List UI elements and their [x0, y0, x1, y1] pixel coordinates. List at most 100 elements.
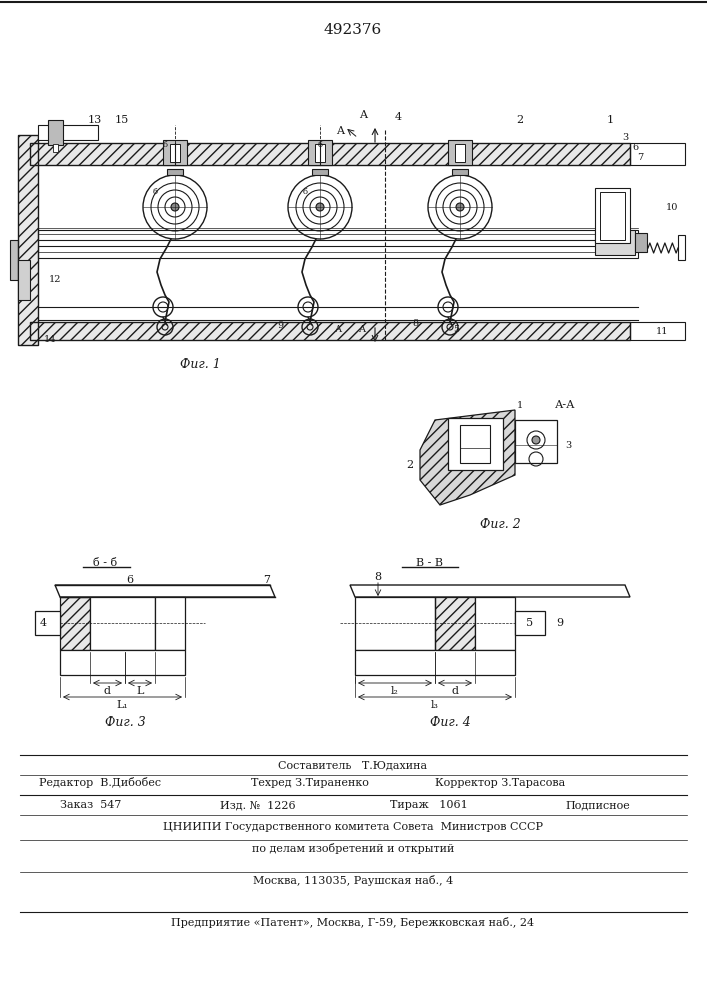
Text: 1: 1 [607, 115, 614, 125]
Text: d: d [103, 686, 110, 696]
Text: 7: 7 [264, 575, 271, 585]
Text: L: L [136, 686, 144, 696]
Text: 13: 13 [88, 115, 102, 125]
Bar [18, 260, 30, 300]
Bar [452, 169, 468, 175]
Text: Изд. №  1226: Изд. № 1226 [220, 800, 296, 810]
Bar [355, 597, 435, 650]
Bar [30, 322, 630, 340]
Bar [38, 125, 98, 140]
Text: А-А: А-А [555, 400, 575, 410]
Text: Заказ  547: Заказ 547 [60, 800, 122, 810]
Circle shape [316, 203, 324, 211]
Text: б: б [163, 141, 168, 149]
Text: l₃: l₃ [431, 700, 439, 710]
Bar [18, 135, 38, 345]
Text: В - В: В - В [416, 558, 443, 568]
Text: Москва, 113035, Раушская наб., 4: Москва, 113035, Раушская наб., 4 [253, 874, 453, 886]
Bar [448, 140, 472, 165]
Bar [630, 143, 685, 165]
Bar [435, 597, 475, 650]
Bar [30, 143, 630, 165]
Wedge shape [529, 452, 543, 459]
Text: 6: 6 [632, 142, 638, 151]
Text: 6: 6 [127, 575, 134, 585]
Bar [600, 192, 625, 240]
Bar [460, 425, 490, 463]
Bar [155, 597, 185, 650]
Text: 7: 7 [637, 152, 643, 161]
Bar [678, 235, 685, 260]
Bar [167, 169, 183, 175]
Text: Тираж   1061: Тираж 1061 [390, 800, 468, 810]
Circle shape [171, 203, 179, 211]
Text: 5: 5 [453, 326, 459, 334]
Bar [35, 611, 60, 635]
Bar [515, 611, 545, 635]
Text: A: A [358, 326, 366, 334]
Bar [60, 597, 90, 650]
Bar [38, 246, 638, 258]
Bar [170, 144, 180, 162]
Text: Корректор З.Тарасова: Корректор З.Тарасова [435, 778, 565, 788]
Bar [595, 230, 635, 255]
Text: Предприятие «Патент», Москва, Г-59, Бережковская наб., 24: Предприятие «Патент», Москва, Г-59, Бере… [171, 916, 534, 928]
Bar [600, 192, 625, 240]
Text: б: б [303, 188, 308, 196]
Text: 10: 10 [666, 202, 678, 212]
Text: A: A [359, 110, 367, 120]
Text: 9: 9 [556, 618, 563, 628]
Bar [435, 597, 475, 650]
Polygon shape [55, 585, 275, 597]
Text: б: б [153, 188, 158, 196]
Bar [630, 322, 685, 340]
Bar [60, 597, 90, 650]
Bar [595, 188, 630, 243]
Bar [30, 143, 630, 165]
Text: Фиг. 4: Фиг. 4 [430, 716, 470, 730]
Text: 9: 9 [277, 320, 283, 330]
Text: Подписное: Подписное [565, 800, 630, 810]
Text: 1: 1 [517, 400, 523, 410]
Text: 5: 5 [527, 618, 534, 628]
Circle shape [532, 436, 540, 444]
Text: 8: 8 [375, 572, 382, 582]
Text: 4: 4 [40, 618, 47, 628]
Text: 3: 3 [565, 440, 571, 450]
Text: по делам изобретений и открытий: по делам изобретений и открытий [252, 842, 454, 854]
Text: ЦНИИПИ Государственного комитета Совета  Министров СССР: ЦНИИПИ Государственного комитета Совета … [163, 822, 543, 832]
Bar [515, 420, 557, 463]
Bar [455, 144, 465, 162]
Bar [163, 140, 187, 165]
Bar [315, 144, 325, 162]
Text: 2: 2 [407, 460, 414, 470]
Text: 14: 14 [44, 336, 57, 344]
Text: 11: 11 [656, 328, 668, 336]
Text: d: d [452, 686, 459, 696]
Text: б: б [317, 141, 322, 149]
Bar [90, 597, 155, 650]
Bar [18, 135, 38, 345]
Text: l₂: l₂ [391, 686, 399, 696]
Text: 492376: 492376 [324, 23, 382, 37]
Text: Фиг. 2: Фиг. 2 [479, 518, 520, 532]
Text: 12: 12 [49, 275, 62, 284]
Bar [475, 597, 515, 650]
Text: A: A [334, 326, 341, 334]
Text: L₁: L₁ [116, 700, 128, 710]
Bar [53, 144, 58, 152]
Bar [30, 322, 630, 340]
Bar [308, 140, 332, 165]
Polygon shape [420, 410, 515, 505]
Text: Фиг. 1: Фиг. 1 [180, 359, 221, 371]
Bar [38, 230, 638, 240]
Bar [312, 169, 328, 175]
Bar [60, 650, 185, 675]
Text: 3: 3 [622, 133, 628, 142]
Circle shape [456, 203, 464, 211]
Polygon shape [350, 585, 630, 597]
Text: 4: 4 [395, 112, 402, 122]
Text: 8: 8 [412, 318, 418, 328]
Bar [355, 650, 515, 675]
Text: б - б: б - б [93, 558, 117, 568]
